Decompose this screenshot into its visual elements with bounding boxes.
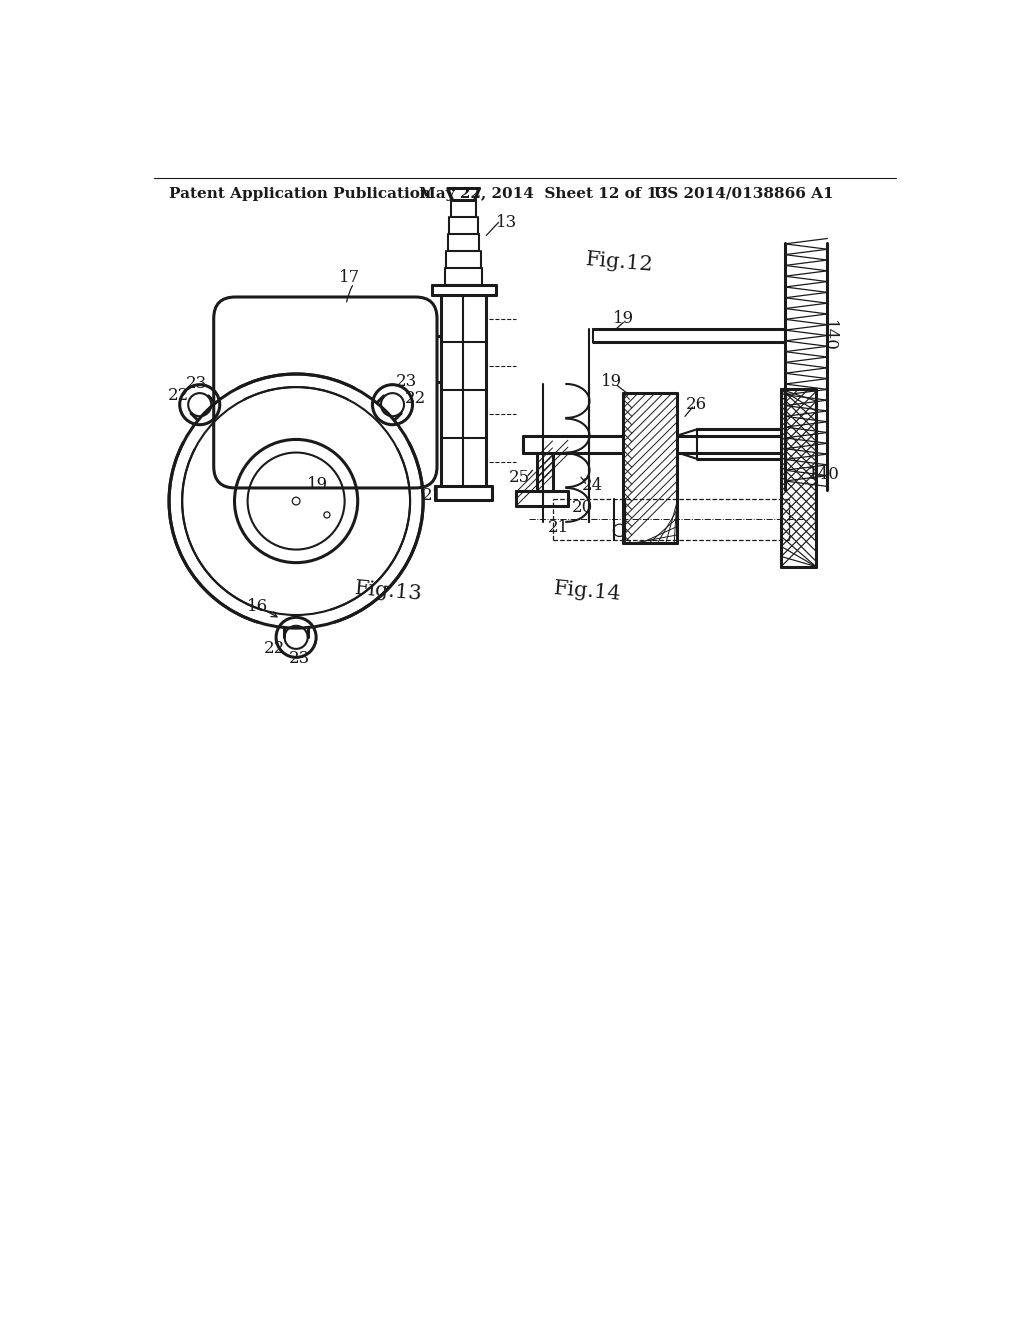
Text: 23: 23: [289, 651, 310, 668]
Text: 26: 26: [686, 396, 708, 413]
Text: 23: 23: [186, 375, 207, 392]
Text: 25: 25: [509, 470, 530, 487]
Text: 19: 19: [307, 475, 329, 492]
Text: 21: 21: [548, 520, 569, 536]
Text: Fig.14: Fig.14: [553, 579, 622, 605]
Text: 19: 19: [612, 310, 634, 327]
Text: 140: 140: [819, 319, 837, 351]
Text: 20: 20: [572, 499, 593, 516]
Text: 19: 19: [601, 374, 623, 391]
Text: US 2014/0138866 A1: US 2014/0138866 A1: [654, 187, 834, 201]
Text: 13: 13: [496, 214, 517, 231]
Text: 22: 22: [168, 387, 188, 404]
Text: 16: 16: [247, 598, 268, 615]
Text: May 22, 2014  Sheet 12 of 13: May 22, 2014 Sheet 12 of 13: [419, 187, 669, 201]
Text: 22: 22: [264, 640, 285, 656]
Text: 22: 22: [404, 389, 426, 407]
Text: 140: 140: [808, 466, 840, 483]
Text: 21: 21: [422, 487, 443, 504]
Text: 23: 23: [395, 374, 417, 391]
Text: 17: 17: [339, 269, 360, 286]
Text: Fig.12: Fig.12: [585, 249, 654, 275]
Text: Fig.13: Fig.13: [354, 579, 423, 605]
Text: 24: 24: [582, 477, 603, 494]
Text: Patent Application Publication: Patent Application Publication: [169, 187, 431, 201]
